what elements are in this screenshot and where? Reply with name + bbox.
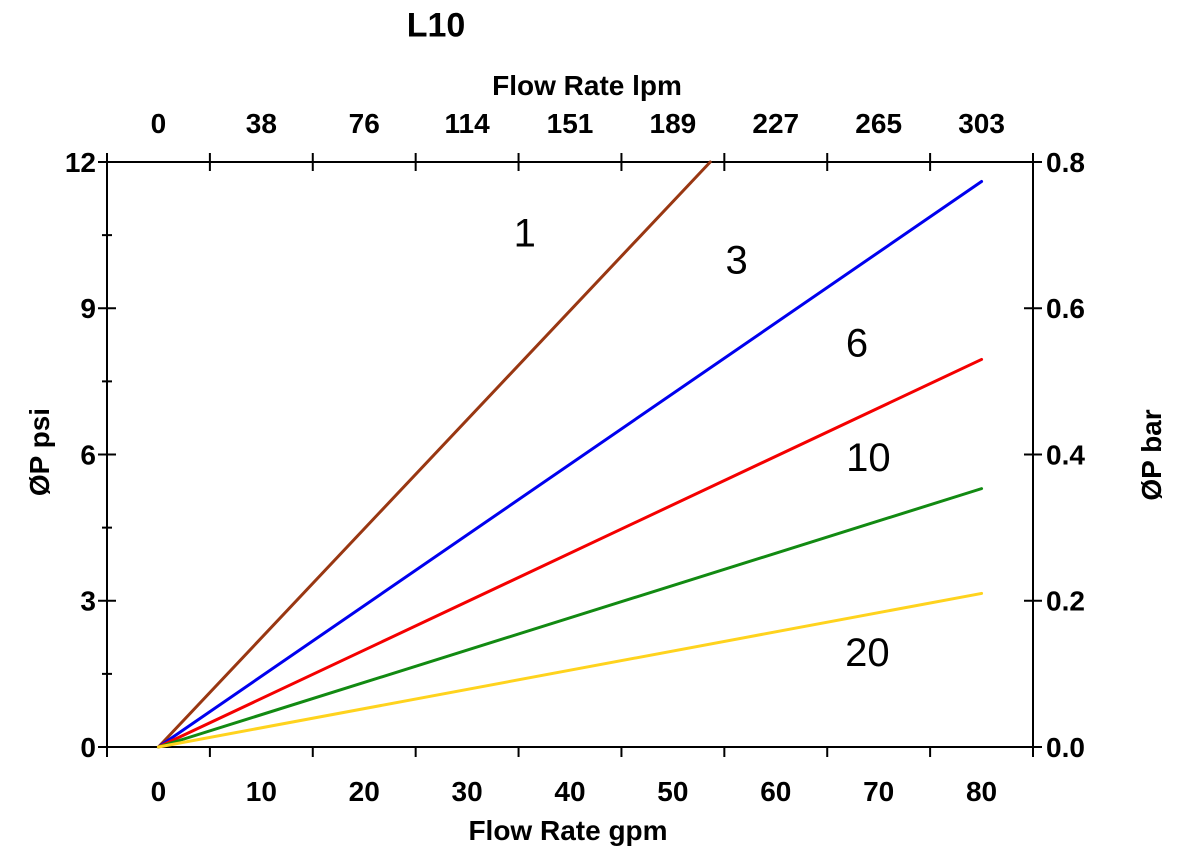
left-tick-label: 12 [65, 147, 96, 178]
series-label-20: 20 [845, 631, 890, 675]
series-line-1 [156, 160, 712, 749]
right-tick-label: 0.6 [1046, 293, 1085, 324]
right-tick-label: 0.0 [1046, 732, 1085, 763]
top-tick-label: 151 [547, 108, 594, 139]
bottom-tick-label: 40 [554, 776, 585, 807]
series-label-6: 6 [846, 321, 868, 365]
bottom-tick-label: 50 [657, 776, 688, 807]
top-tick-label: 76 [349, 108, 380, 139]
top-tick-label: 265 [855, 108, 902, 139]
bottom-tick-label: 70 [863, 776, 894, 807]
right-tick-label: 0.8 [1046, 147, 1085, 178]
series-label-3: 3 [726, 239, 748, 283]
bottom-tick-label: 0 [151, 776, 167, 807]
series-line-20 [156, 591, 984, 749]
series-line-10 [156, 487, 984, 749]
top-tick-label: 227 [752, 108, 799, 139]
right-tick-label: 0.2 [1046, 586, 1085, 617]
series-line-6 [156, 357, 984, 749]
bottom-axis-title: Flow Rate gpm [468, 815, 668, 846]
top-tick-label: 303 [958, 108, 1005, 139]
top-tick-label: 38 [246, 108, 277, 139]
bottom-tick-label: 10 [246, 776, 277, 807]
left-tick-label: 9 [80, 293, 96, 324]
left-tick-label: 0 [80, 732, 96, 763]
top-tick-label: 189 [650, 108, 697, 139]
bottom-tick-label: 30 [452, 776, 483, 807]
bottom-tick-label: 60 [760, 776, 791, 807]
series-line-3 [156, 180, 984, 749]
series-label-10: 10 [846, 436, 891, 480]
top-tick-label: 114 [445, 108, 491, 139]
left-tick-label: 3 [80, 586, 96, 617]
chart-title: L10 [406, 6, 466, 45]
left-tick-label: 6 [80, 439, 96, 470]
top-tick-label: 0 [151, 108, 167, 139]
plot-border [106, 161, 1034, 748]
series-label-1: 1 [514, 212, 536, 256]
bottom-tick-label: 20 [349, 776, 380, 807]
top-axis-title: Flow Rate lpm [492, 70, 682, 101]
right-tick-label: 0.4 [1046, 439, 1085, 470]
bottom-tick-label: 80 [966, 776, 997, 807]
